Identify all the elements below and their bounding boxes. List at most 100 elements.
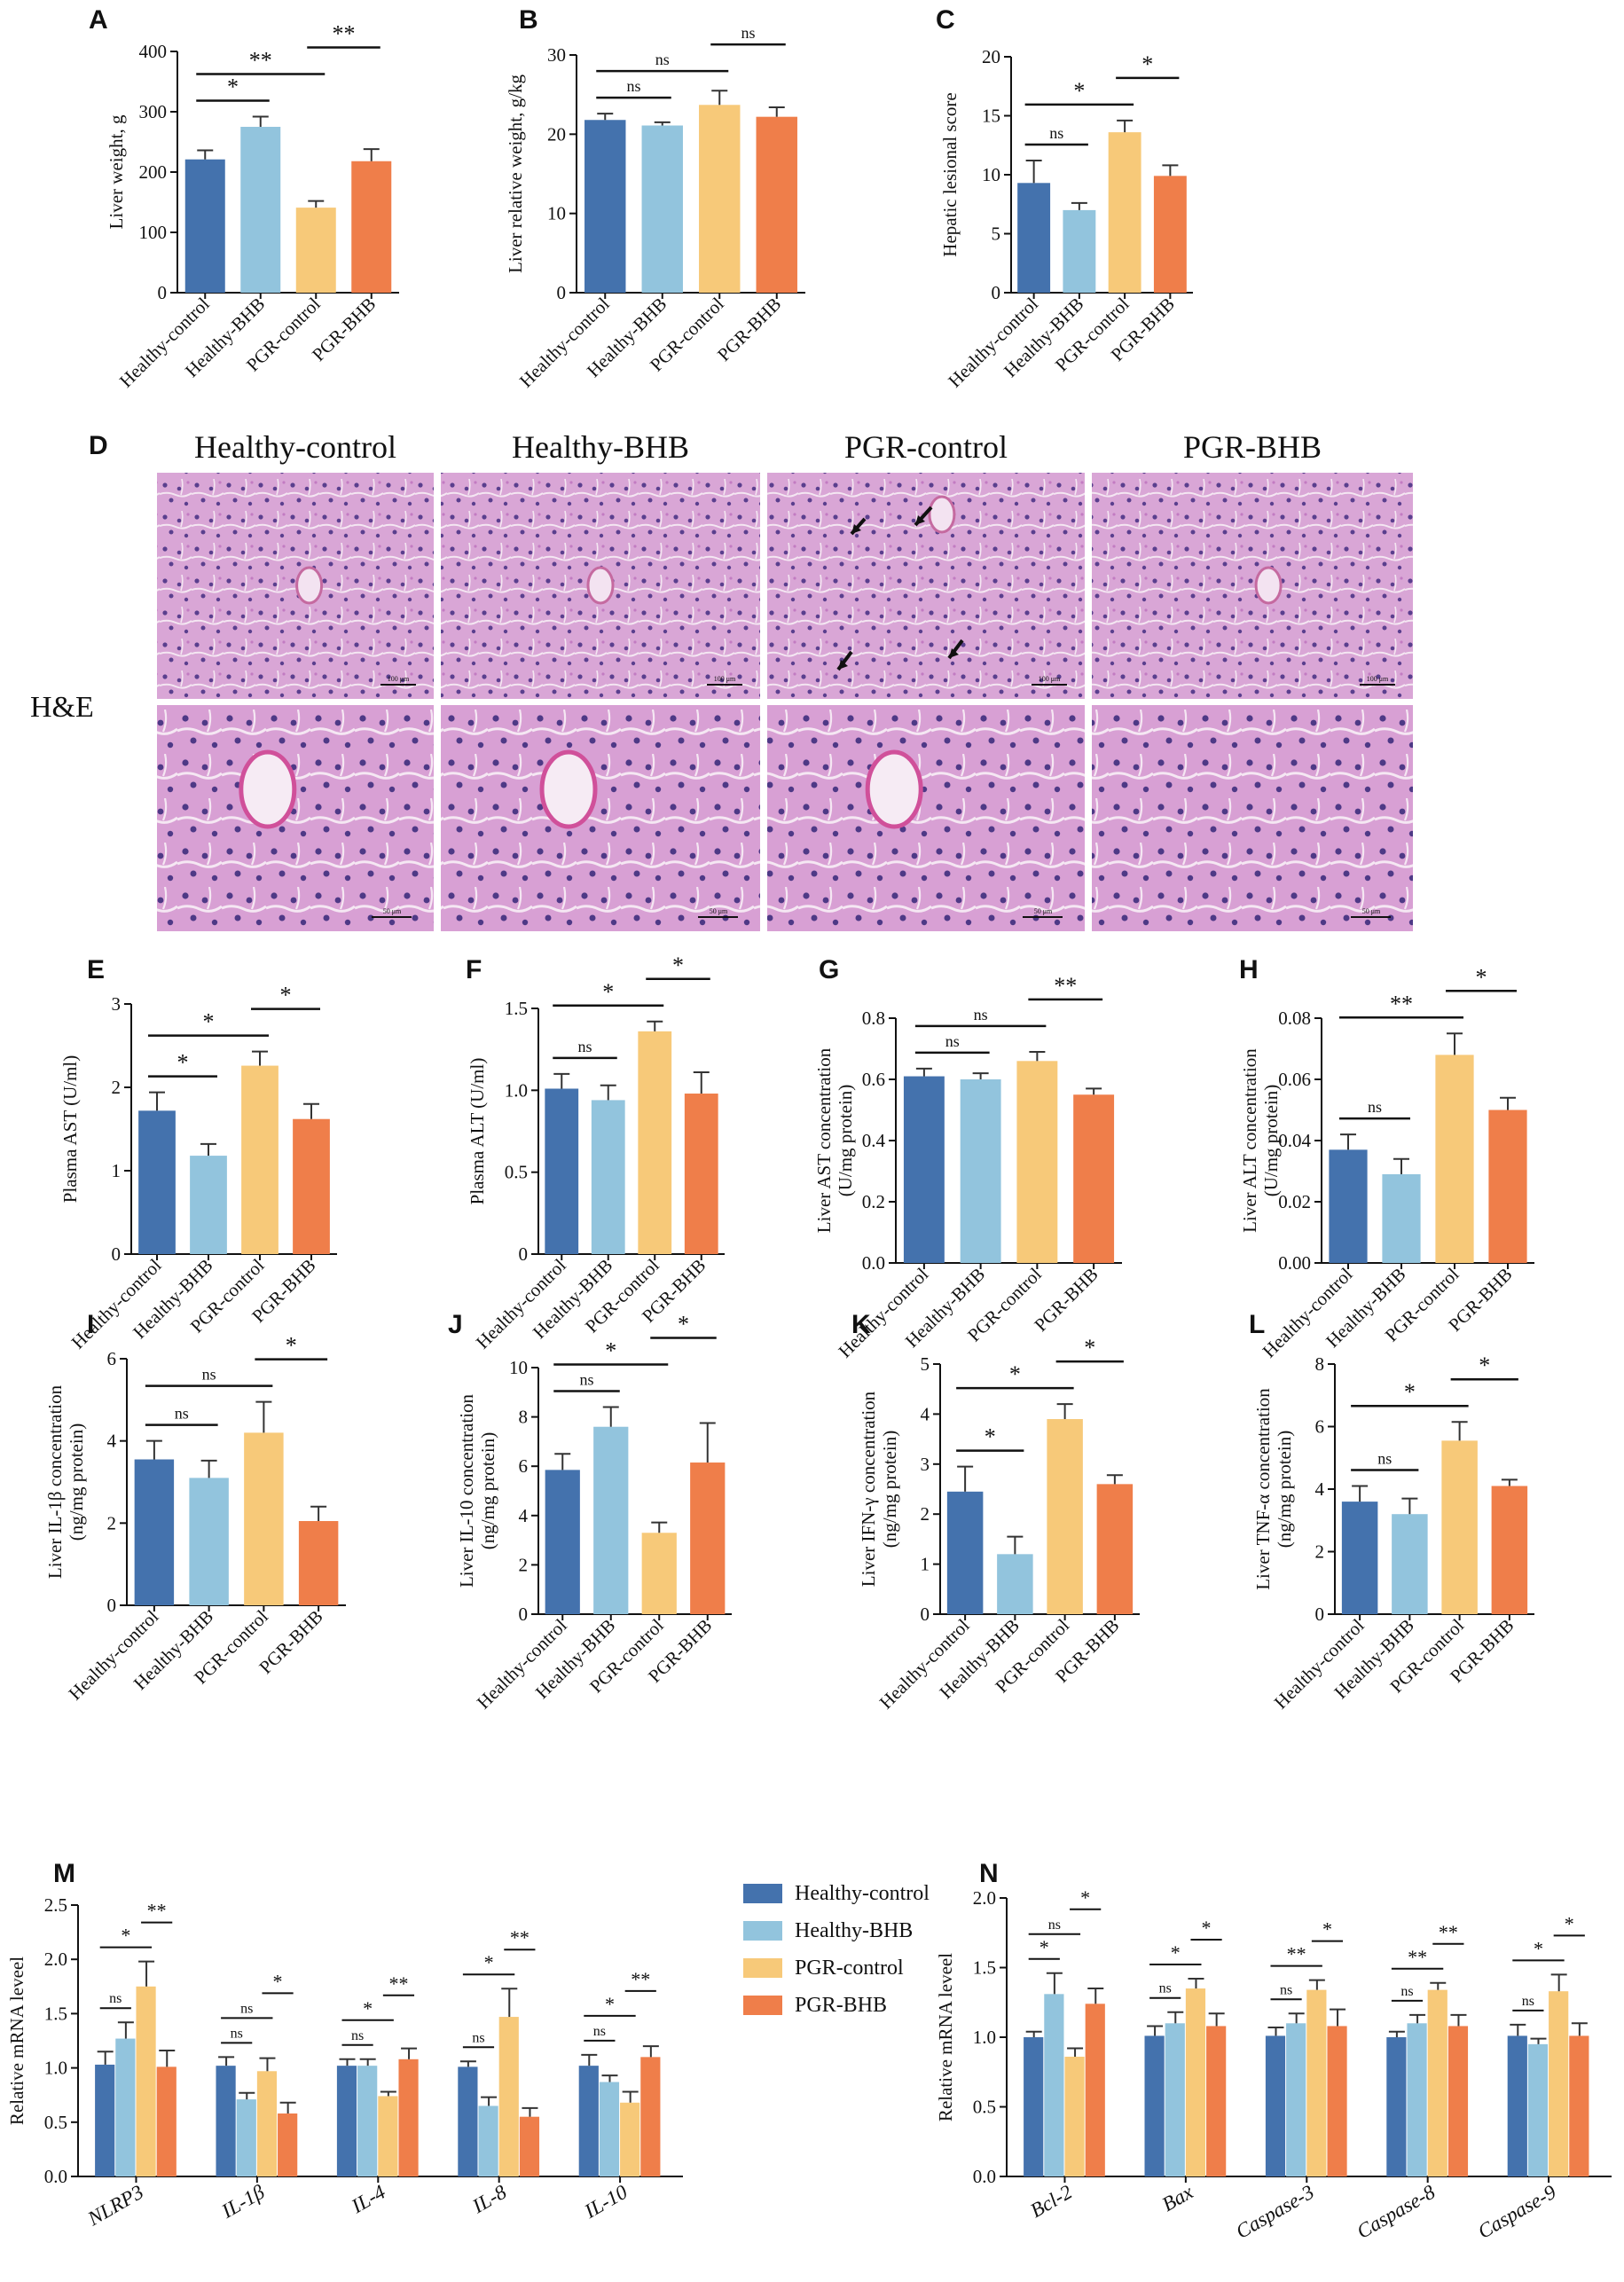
- bar-pgr-control: [1435, 1055, 1474, 1263]
- y-axis-label-line: Liver weight, g: [106, 114, 127, 229]
- scale-bar-label: 50 μm: [383, 907, 402, 915]
- significance-label: *: [1534, 1937, 1543, 1959]
- bar-healthy-control: [545, 1088, 579, 1254]
- y-tick-label: 2.0: [44, 1949, 67, 1970]
- significance-label: *: [1084, 1335, 1095, 1361]
- y-axis-label-line: (ng/mg protein): [879, 1431, 900, 1548]
- y-tick-label: 20: [547, 123, 566, 145]
- bar-healthy-bhb: [1392, 1514, 1428, 1614]
- significance-label: *: [121, 1925, 130, 1947]
- bar-healthy-bhb: [591, 1100, 625, 1254]
- x-tick-label: Caspase-3: [1232, 2181, 1318, 2243]
- chart-panel-H: H 0.00 0.02 0.04 0.06 0.08 Liver ALT concentra…: [1239, 955, 1534, 1362]
- x-tick-label: IL-10: [580, 2180, 632, 2223]
- significance-label: ns: [741, 24, 755, 42]
- blood-vessel: [239, 749, 297, 829]
- legend-swatch: [743, 1884, 782, 1903]
- bar-caspase-3: [1265, 2035, 1286, 2176]
- lesion-arrowhead: [915, 515, 925, 525]
- blood-vessel: [865, 749, 923, 829]
- legend-swatch: [743, 1996, 782, 2015]
- y-axis-label-line: Liver IFN-γ concentration: [858, 1391, 879, 1587]
- histology-column-title: PGR-control: [844, 429, 1008, 465]
- significance-label: *: [985, 1424, 996, 1450]
- bar-healthy-bhb: [189, 1478, 229, 1605]
- y-axis-label: Plasma AST (U/ml): [59, 1055, 81, 1203]
- panel-letter: L: [1249, 1310, 1265, 1339]
- y-tick-label: 0.00: [1278, 1252, 1311, 1274]
- chart-panel-J: J 0 2 4 6 8 10 Liver IL-10 concentration(ng/mg …: [448, 1310, 732, 1713]
- bar-nlrp3: [115, 2038, 136, 2176]
- bar-pgr-control: [699, 105, 741, 293]
- blood-vessel: [1254, 566, 1283, 605]
- bar-il-8: [498, 2017, 519, 2176]
- bar-il-8: [478, 2106, 498, 2176]
- bar-caspase-8: [1407, 2023, 1427, 2176]
- panel-letter: C: [936, 5, 955, 35]
- bar-il-1β: [216, 2066, 236, 2176]
- bar-pgr-control: [295, 208, 336, 293]
- y-tick-label: 10: [509, 1357, 528, 1378]
- y-tick-label: 0: [519, 1243, 529, 1265]
- significance-label: ns: [1368, 1098, 1382, 1116]
- significance-label: *: [605, 1993, 615, 2015]
- x-tick-label: NLRP3: [83, 2181, 147, 2231]
- bar-pgr-bhb: [293, 1118, 330, 1254]
- significance-label: *: [273, 1970, 283, 1992]
- bar-il-10: [620, 2102, 640, 2176]
- bar-il-1β: [256, 2071, 278, 2176]
- x-tick-label: Healthy-control: [1259, 1263, 1357, 1361]
- scale-bar-label: 50 μm: [710, 907, 728, 915]
- significance-label: *: [605, 1337, 616, 1363]
- bar-il-10: [640, 2057, 661, 2176]
- panel-letter: E: [87, 955, 105, 984]
- y-tick-label: 0.2: [862, 1191, 885, 1212]
- significance-label: ns: [974, 1006, 988, 1023]
- significance-label: *: [203, 1009, 215, 1035]
- bar-il-4: [357, 2066, 378, 2176]
- significance-label: ns: [231, 2026, 243, 2041]
- significance-label: **: [1054, 973, 1077, 999]
- y-tick-label: 1: [112, 1160, 122, 1181]
- significance-label: *: [177, 1050, 189, 1076]
- panel-letter: I: [87, 1310, 94, 1339]
- bar-pgr-bhb: [1073, 1094, 1115, 1263]
- y-tick-label: 0: [1315, 1604, 1325, 1625]
- x-tick-label: Healthy-control: [67, 1254, 166, 1353]
- significance-label: *: [1322, 1918, 1332, 1941]
- histology-column-title: Healthy-BHB: [512, 429, 689, 465]
- bar-il-10: [578, 2066, 599, 2176]
- bar-healthy-control: [1329, 1149, 1368, 1263]
- bar-bcl-2: [1085, 2004, 1105, 2176]
- y-tick-label: 3: [112, 993, 122, 1015]
- bar-healthy-control: [903, 1076, 945, 1263]
- significance-label: *: [1404, 1379, 1416, 1405]
- significance-label: ns: [1049, 124, 1063, 142]
- micrograph-high-mag: [1092, 705, 1413, 931]
- bar-healthy-control: [1341, 1502, 1378, 1614]
- micrograph-low-mag: [157, 473, 434, 699]
- lesion-arrowhead: [949, 648, 959, 658]
- legend-label: Healthy-control: [795, 1882, 930, 1905]
- x-tick-label: IL-4: [347, 2181, 389, 2218]
- y-tick-label: 15: [982, 106, 1000, 127]
- significance-label: ns: [579, 1370, 593, 1388]
- significance-label: ns: [655, 51, 670, 68]
- y-axis-label-line: (ng/mg protein): [66, 1423, 87, 1541]
- significance-label: **: [1439, 1921, 1458, 1943]
- significance-label: **: [631, 1968, 650, 1990]
- significance-label: **: [1408, 1946, 1427, 1968]
- legend-label: PGR-BHB: [795, 1994, 887, 2017]
- significance-label: ns: [240, 2001, 253, 2016]
- y-tick-label: 0: [992, 282, 1001, 303]
- x-tick-label: IL-8: [467, 2180, 510, 2217]
- significance-label: ns: [1280, 1982, 1292, 1997]
- y-axis-label-line: (U/mg protein): [1260, 1085, 1282, 1197]
- scale-bar-label: 100 μm: [1039, 675, 1061, 683]
- bar-pgr-control: [1016, 1061, 1058, 1263]
- blood-vessel: [295, 566, 324, 605]
- y-axis-label: Liver IL-1β concentration(ng/mg protein): [44, 1384, 87, 1579]
- x-tick-label: Caspase-9: [1474, 2180, 1560, 2242]
- micrograph-high-mag: [767, 705, 1085, 931]
- bar-healthy-control: [545, 1470, 580, 1614]
